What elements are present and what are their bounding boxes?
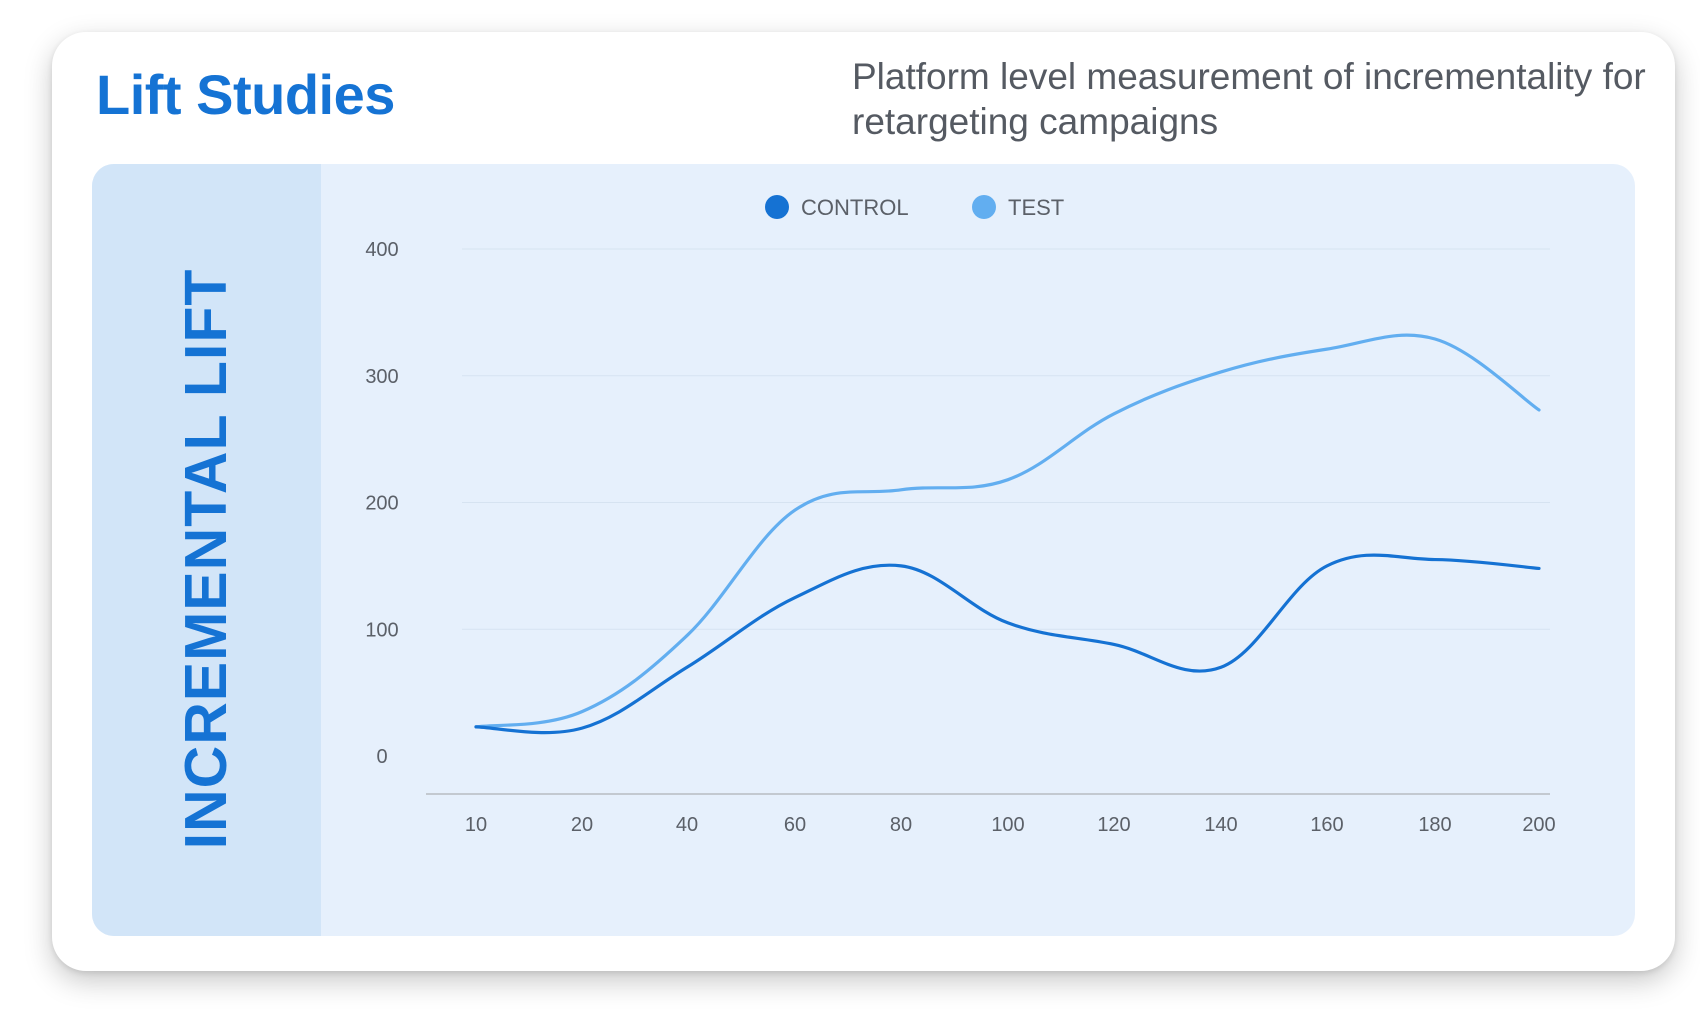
y-tick-label: 400 xyxy=(365,239,398,261)
x-tick-label: 80 xyxy=(890,814,912,836)
y-tick-label: 0 xyxy=(376,746,387,768)
x-tick-label: 10 xyxy=(465,814,487,836)
x-tick-label: 160 xyxy=(1310,814,1343,836)
y-tick-label: 300 xyxy=(365,366,398,388)
x-tick-label: 60 xyxy=(784,814,806,836)
chart-panel: INCREMENTAL LIFT 0 100 200 300 400 10 20 40 60 8… xyxy=(92,164,1635,936)
x-tick-label: 180 xyxy=(1418,814,1451,836)
line-chart: 0 100 200 300 400 10 20 40 60 80 100 120 140 160 180 2… xyxy=(365,195,1556,836)
x-tick-labels: 10 20 40 60 80 100 120 140 160 180 200 xyxy=(465,814,1556,836)
grid-lines xyxy=(462,248,1550,630)
x-tick-label: 200 xyxy=(1522,814,1555,836)
series-lines xyxy=(474,333,1541,735)
x-tick-label: 40 xyxy=(676,814,698,836)
legend-marker-test xyxy=(972,195,996,219)
lift-studies-card: Lift Studies Platform level measurement … xyxy=(52,32,1675,971)
y-axis-sidebar: INCREMENTAL LIFT xyxy=(92,164,321,936)
x-tick-label: 120 xyxy=(1097,814,1130,836)
series-line-control xyxy=(474,553,1541,735)
x-tick-label: 100 xyxy=(991,814,1024,836)
legend-marker-control xyxy=(765,195,789,219)
legend-label-test: TEST xyxy=(1008,195,1064,220)
y-tick-label: 200 xyxy=(365,493,398,515)
legend-label-control: CONTROL xyxy=(801,195,909,220)
legend: CONTROL TEST xyxy=(765,195,1064,220)
page-title: Lift Studies xyxy=(96,63,395,126)
y-tick-labels: 0 100 200 300 400 xyxy=(365,239,398,768)
x-tick-label: 140 xyxy=(1204,814,1237,836)
y-tick-label: 100 xyxy=(365,619,398,641)
series-line-test xyxy=(474,333,1541,729)
page-subtitle: Platform level measurement of incrementa… xyxy=(852,56,1646,142)
x-tick-label: 20 xyxy=(571,814,593,836)
